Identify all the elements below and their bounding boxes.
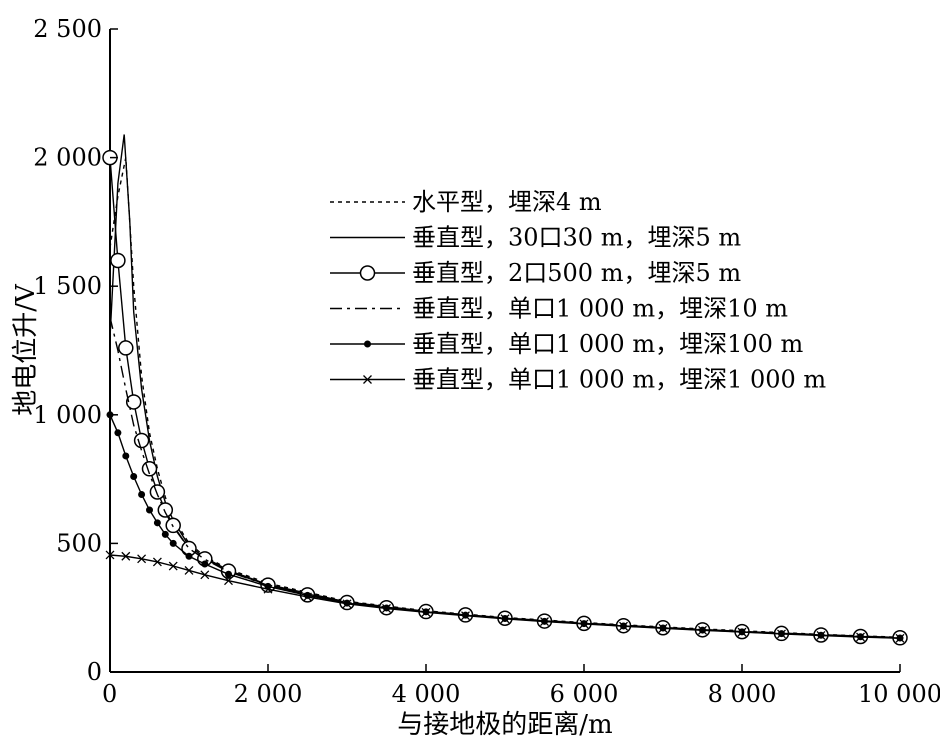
series-point: [118, 340, 134, 356]
series-point: [152, 557, 162, 567]
series-point: [856, 632, 865, 642]
series-point: [698, 625, 707, 635]
x-axis-title: 与接地极的距离/m: [397, 710, 612, 740]
legend-label: 垂直型，单口1 000 m，埋深1 000 m: [412, 366, 826, 394]
series-line: [109, 414, 901, 639]
series-point: [263, 584, 273, 594]
y-tick-label: 500: [56, 529, 102, 557]
series-point: [157, 502, 174, 518]
series-point: [114, 429, 122, 437]
series-point: [105, 550, 115, 560]
x-tick-label: 6 000: [550, 680, 619, 708]
series-point: [161, 530, 169, 538]
series-point: [540, 617, 549, 627]
series-layer: [102, 134, 908, 646]
y-tick-label: 0: [87, 658, 102, 686]
y-axis-title: 地电位升/V: [11, 283, 41, 416]
series-point: [619, 621, 628, 631]
y-axis-ticks: 0 500 1 000 1 500 2 000 2 500: [33, 15, 118, 686]
series-point: [363, 375, 372, 384]
x-tick-label: 4 000: [392, 680, 461, 708]
x-tick-label: 8 000: [708, 680, 777, 708]
y-tick-label: 2 500: [33, 15, 102, 43]
x-axis-ticks: 0 2 000 4 000 6 000 8 000 10 000: [102, 664, 940, 708]
series-point: [133, 432, 150, 449]
series-point: [461, 611, 470, 621]
series-point: [110, 252, 126, 269]
series-point: [359, 265, 376, 281]
series-point: [225, 570, 232, 578]
legend-item: 垂直型，单口1 000 m，埋深100 m: [330, 330, 804, 358]
series-point: [137, 554, 147, 564]
series-point: [382, 604, 391, 613]
y-tick-label: 2 000: [33, 144, 102, 172]
series-point: [184, 565, 194, 575]
series-point: [500, 614, 510, 624]
series-point: [737, 627, 747, 637]
series-point: [121, 551, 131, 561]
series-point: [149, 484, 166, 500]
legend-label: 垂直型，单口1 000 m，埋深10 m: [412, 295, 788, 323]
legend-label: 垂直型，2口500 m，埋深5 m: [412, 259, 741, 287]
series-point: [201, 560, 209, 568]
series-point: [130, 473, 138, 481]
series-point: [364, 340, 371, 348]
legend-label: 垂直型，30口30 m，埋深5 m: [412, 224, 741, 252]
series-point: [421, 607, 431, 617]
series-point: [200, 570, 210, 580]
series-point: [146, 506, 153, 514]
series-point: [303, 592, 312, 602]
series-point: [153, 519, 161, 527]
y-tick-label: 1 500: [33, 272, 102, 300]
x-tick-label: 10 000: [858, 680, 940, 708]
series-5: [106, 411, 904, 642]
series-point: [169, 539, 177, 547]
series-point: [168, 561, 178, 571]
series-point: [185, 552, 193, 560]
legend-item: 垂直型，2口500 m，埋深5 m: [330, 259, 741, 287]
series-point: [224, 576, 233, 586]
x-tick-label: 0: [102, 680, 117, 708]
plot-area: [109, 29, 900, 673]
series-point: [658, 623, 668, 633]
legend-label: 垂直型，单口1 000 m，埋深100 m: [412, 330, 804, 358]
legend-item: 水平型，埋深4 m: [330, 188, 602, 216]
legend-item: 垂直型，单口1 000 m，埋深1 000 m: [330, 366, 826, 394]
legend-label: 水平型，埋深4 m: [412, 188, 602, 216]
series-point: [816, 631, 826, 640]
legend-item: 垂直型，30口30 m，埋深5 m: [330, 224, 741, 252]
series-point: [138, 491, 146, 499]
series-point: [125, 394, 142, 410]
y-tick-label: 1 000: [33, 401, 102, 429]
series-point: [122, 452, 130, 460]
series-6: [105, 550, 905, 643]
x-tick-label: 2 000: [234, 680, 303, 708]
series-point: [895, 633, 905, 643]
legend-item: 垂直型，单口1 000 m，埋深10 m: [330, 295, 788, 323]
series-point: [342, 599, 352, 609]
series-point: [579, 619, 589, 629]
series-point: [777, 629, 786, 639]
legend: 水平型，埋深4 m 垂直型，30口30 m，埋深5 m 垂直型，2口500 m，埋深…: [330, 188, 826, 394]
